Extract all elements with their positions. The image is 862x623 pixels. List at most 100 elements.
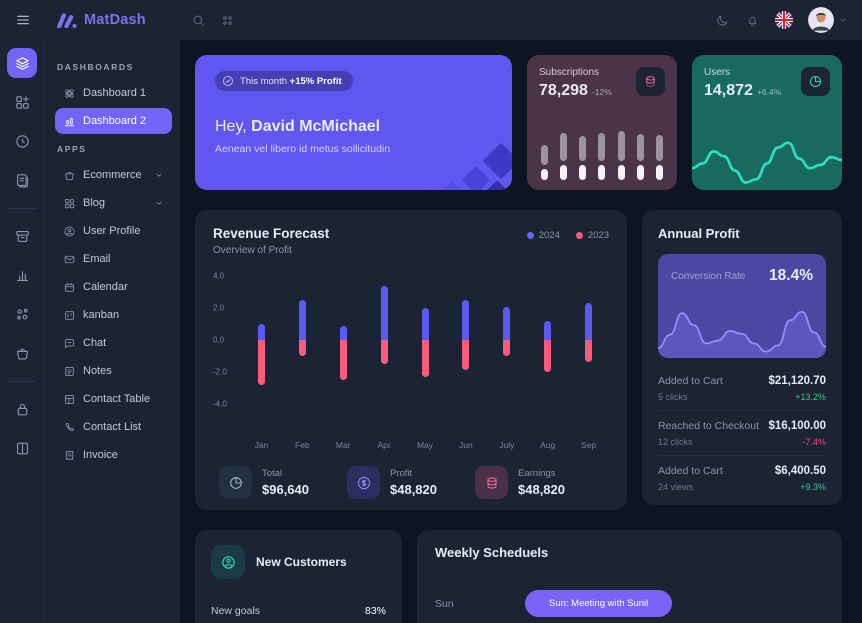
people-icon	[220, 554, 237, 571]
sidebar-item-notes[interactable]: Notes	[55, 358, 172, 384]
moon-icon	[715, 13, 730, 28]
bar-column-july: July	[486, 270, 527, 450]
bar-2024	[339, 325, 347, 340]
rail-lock-button[interactable]	[7, 394, 37, 424]
sidebar-item-ecommerce[interactable]: Ecommerce	[55, 162, 172, 188]
new-customers-title: New Customers	[256, 555, 347, 569]
rail-bar-chart-button[interactable]	[7, 260, 37, 290]
sidebar-item-label: Contact Table	[83, 393, 151, 405]
chevron-down-icon	[838, 15, 848, 25]
subs-bar	[617, 131, 625, 180]
database-icon	[643, 74, 658, 89]
annual-row-label: Added to Cart	[658, 375, 723, 387]
x-tick-label: Jan	[254, 440, 269, 450]
notifications-button[interactable]	[745, 13, 760, 28]
bar-column-apr: Apr	[364, 270, 405, 450]
rail-layers-button[interactable]	[7, 48, 37, 78]
sidebar-item-kanban[interactable]: kanban	[55, 302, 172, 328]
rail-dots-button[interactable]	[7, 299, 37, 329]
bar-2023	[257, 340, 265, 385]
sidebar-item-invoice[interactable]: Invoice	[55, 442, 172, 468]
bar-2023	[380, 340, 388, 364]
user-menu[interactable]	[808, 7, 848, 33]
sidebar-item-blog[interactable]: Blog	[55, 190, 172, 216]
app-logo[interactable]: MatDash	[55, 12, 173, 29]
annual-row-value: $21,120.70	[768, 375, 826, 387]
chevron-down-icon	[154, 198, 164, 208]
stat-total: Total $96,640	[219, 466, 347, 499]
sidebar-item-dashboard-2[interactable]: Dashboard 2	[55, 108, 172, 134]
calendar-icon	[63, 281, 76, 294]
sidebar-item-dashboard-1[interactable]: Dashboard 1	[55, 80, 172, 106]
users-title: Users	[704, 67, 731, 78]
search-button[interactable]	[191, 13, 206, 28]
dollar-icon	[356, 475, 372, 491]
chart-y-axis: 4.0 2.0 0.0 -2.0 -4.0	[213, 270, 241, 432]
apps-grid-icon	[220, 13, 235, 28]
weekly-day-label: Sun	[435, 597, 454, 610]
revenue-forecast-card: Revenue Forecast Overview of Profit 2024…	[195, 210, 627, 510]
hamburger-menu-button[interactable]	[0, 12, 45, 28]
sidebar-item-contact-list[interactable]: Contact List	[55, 414, 172, 440]
subscriptions-title: Subscriptions	[539, 67, 600, 78]
apps-shortcut-button[interactable]	[220, 13, 235, 28]
sidebar-item-calendar[interactable]: Calendar	[55, 274, 172, 300]
database-icon	[484, 475, 500, 491]
bar-2024	[544, 320, 552, 340]
stat-value: $48,820	[390, 482, 437, 497]
bar-2024	[585, 303, 593, 340]
sidebar-item-email[interactable]: Email	[55, 246, 172, 272]
sidebar-item-label: Notes	[83, 365, 112, 377]
chevron-down-icon	[154, 170, 164, 180]
user-avatar	[808, 7, 834, 33]
dark-mode-toggle[interactable]	[715, 13, 730, 28]
annual-row: Added to Cart 5 clicks $21,120.70 +13.2%	[658, 366, 826, 411]
annual-row-delta: +13.2%	[795, 392, 826, 402]
weekly-event-button[interactable]: Sun: Meeting with Sunil	[525, 590, 673, 617]
y-tick-label: -2.0	[213, 367, 227, 377]
bottom-row: New Customers New goals 83% Weekly Sched…	[195, 530, 842, 623]
annual-row-sub: 5 clicks	[658, 392, 688, 402]
table-icon	[63, 393, 76, 406]
annual-row-sub: 12 clicks	[658, 437, 693, 447]
sidebar-item-label: Calendar	[83, 281, 128, 293]
sidebar-item-user-profile[interactable]: User Profile	[55, 218, 172, 244]
chat-icon	[63, 337, 76, 350]
legend-item-2024[interactable]: 2024	[526, 230, 560, 241]
users-delta: +6.4%	[756, 87, 782, 97]
rail-pages-button[interactable]	[7, 165, 37, 195]
pages-icon	[14, 172, 31, 189]
rail-archive-button[interactable]	[7, 221, 37, 251]
rail-divider	[8, 381, 36, 382]
bar-2023	[298, 340, 306, 356]
stat-earnings: Earnings $48,820	[475, 466, 603, 499]
y-tick-label: -4.0	[213, 399, 227, 409]
users-value: 14,872 +6.4%	[704, 82, 782, 99]
new-customers-card: New Customers New goals 83%	[195, 530, 402, 623]
sidebar-item-label: Dashboard 2	[83, 115, 146, 127]
stat-value: $48,820	[518, 482, 565, 497]
sidebar-item-label: User Profile	[83, 225, 141, 237]
annual-row-value: $16,100.00	[768, 420, 826, 432]
sidebar-item-chat[interactable]: Chat	[55, 330, 172, 356]
annual-row-label: Reached to Checkout	[658, 420, 759, 432]
annual-profit-title: Annual Profit	[658, 226, 740, 241]
dots-icon	[14, 306, 31, 323]
subs-bar	[636, 134, 644, 180]
weekly-row: Sun Sun: Meeting with Sunil	[435, 590, 824, 617]
check-circle-icon	[222, 75, 234, 87]
stat-label: Earnings	[518, 468, 556, 479]
rail-book-button[interactable]	[7, 433, 37, 463]
bar-2024	[380, 285, 388, 340]
language-flag-button[interactable]	[775, 11, 793, 29]
chart-legend: 2024 2023	[526, 226, 609, 241]
rail-basket-button[interactable]	[7, 338, 37, 368]
rail-clock-button[interactable]	[7, 126, 37, 156]
logo-text: MatDash	[84, 12, 146, 28]
legend-item-2023[interactable]: 2023	[575, 230, 609, 241]
bar-column-sep: Sep	[568, 270, 609, 450]
rail-grid-add-button[interactable]	[7, 87, 37, 117]
legend-dot	[575, 232, 583, 239]
sidebar-item-contact-table[interactable]: Contact Table	[55, 386, 172, 412]
welcome-card: This month +15% Profit Hey, David McMich…	[195, 55, 512, 190]
